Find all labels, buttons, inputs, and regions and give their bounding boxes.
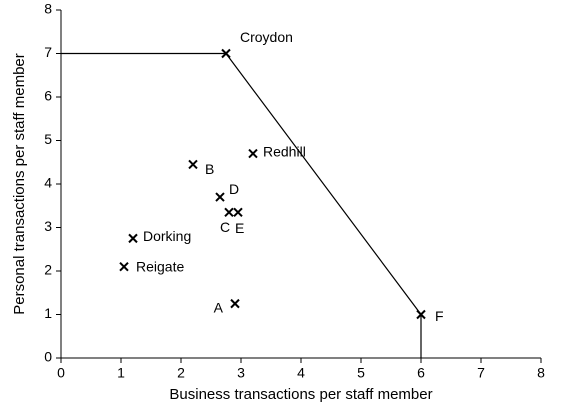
point-label: D: [229, 181, 239, 197]
point-marker: [119, 261, 129, 272]
y-tick-label: 3: [44, 218, 52, 234]
x-tick-label: 2: [177, 365, 185, 381]
y-tick-label: 5: [44, 131, 52, 147]
point-marker: [188, 159, 198, 170]
point-marker: [224, 207, 234, 217]
point-marker: [230, 298, 240, 309]
point-label: E: [235, 220, 244, 236]
point-label: C: [220, 219, 230, 235]
point-label: A: [214, 299, 224, 315]
x-tick-label: 7: [477, 365, 485, 381]
point-label: Reigate: [136, 258, 184, 274]
point-marker: [248, 148, 258, 159]
point-marker: [233, 207, 243, 217]
x-tick-label: 3: [237, 365, 245, 381]
point-marker: [416, 309, 426, 320]
point-marker: [221, 48, 231, 59]
y-tick-label: 1: [44, 305, 52, 321]
y-tick-label: 7: [44, 44, 52, 60]
x-tick-label: 4: [297, 365, 305, 381]
point-marker: [128, 233, 138, 244]
x-tick-label: 6: [417, 365, 425, 381]
x-tick-label: 5: [357, 365, 365, 381]
y-axis-label: Personal transactions per staff member: [11, 53, 28, 315]
y-tick-label: 2: [44, 262, 52, 278]
point-label: Redhill: [263, 143, 306, 159]
point-marker: [215, 192, 225, 202]
x-tick-label: 0: [57, 365, 65, 381]
y-tick-label: 8: [44, 1, 52, 17]
x-axis-label: Business transactions per staff member: [169, 386, 432, 403]
y-tick-label: 6: [44, 88, 52, 104]
point-label: Croydon: [240, 29, 293, 45]
frontier-line: [61, 52, 422, 358]
x-tick-label: 8: [537, 365, 545, 381]
point-label: B: [205, 161, 214, 177]
point-label: Dorking: [143, 228, 191, 244]
point-label: F: [435, 308, 444, 324]
y-tick-label: 0: [44, 349, 52, 365]
y-tick-label: 4: [44, 175, 52, 191]
x-tick-label: 1: [117, 365, 125, 381]
